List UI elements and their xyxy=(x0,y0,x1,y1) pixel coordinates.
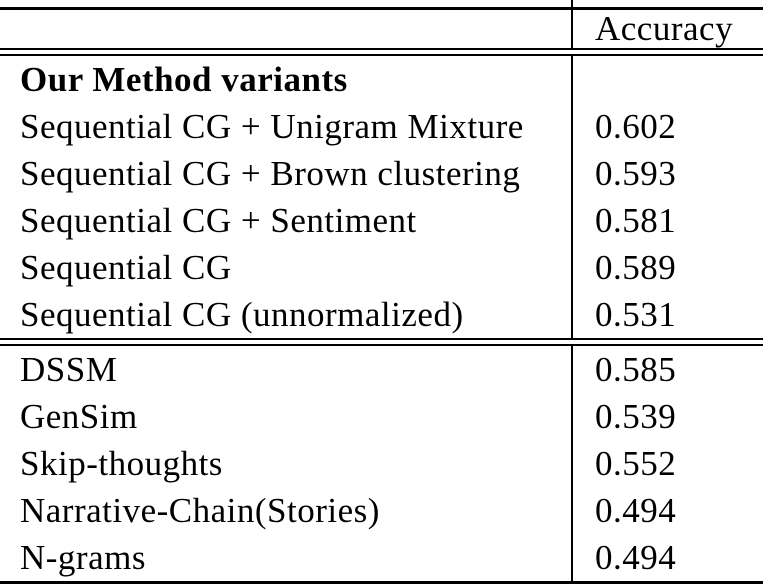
row-label: Sequential CG + Brown clustering xyxy=(20,153,521,193)
row-label: Sequential CG + Sentiment xyxy=(20,200,417,240)
row-label: N-grams xyxy=(20,537,146,577)
row-value: 0.581 xyxy=(571,197,763,244)
row-value: 0.585 xyxy=(571,346,763,393)
table-row: Sequential CG + Sentiment 0.581 xyxy=(0,197,763,244)
double-rule-below-header xyxy=(0,48,763,56)
top-rule xyxy=(0,7,763,10)
table-row: Sequential CG + Unigram Mixture 0.602 xyxy=(0,103,763,150)
row-label: Sequential CG (unnormalized) xyxy=(20,294,464,334)
row-value: 0.552 xyxy=(571,440,763,487)
row-value: 0.531 xyxy=(571,291,763,338)
table-row: N-grams 0.494 xyxy=(0,534,763,581)
row-value: 0.494 xyxy=(571,487,763,534)
double-rule-between-sections xyxy=(0,338,763,346)
table-row: Sequential CG 0.589 xyxy=(0,244,763,291)
table-row: Sequential CG + Brown clustering 0.593 xyxy=(0,150,763,197)
table-row: DSSM 0.585 xyxy=(0,346,763,393)
top-spacer xyxy=(0,0,763,7)
table-header-row: Accuracy xyxy=(0,9,763,48)
section-title-empty-value xyxy=(571,56,763,103)
row-value: 0.602 xyxy=(571,103,763,150)
row-value: 0.539 xyxy=(571,393,763,440)
column-divider xyxy=(571,0,763,7)
row-label: Narrative-Chain(Stories) xyxy=(20,490,380,530)
row-label: Sequential CG + Unigram Mixture xyxy=(20,106,524,146)
bottom-rule xyxy=(0,581,763,584)
table-row: Sequential CG (unnormalized) 0.531 xyxy=(0,291,763,338)
row-value: 0.593 xyxy=(571,150,763,197)
row-label: GenSim xyxy=(20,396,138,436)
section-title: Our Method variants xyxy=(20,59,348,99)
row-label: Sequential CG xyxy=(20,247,232,287)
row-value: 0.589 xyxy=(571,244,763,291)
row-value: 0.494 xyxy=(571,534,763,581)
section-header-row: Our Method variants xyxy=(0,56,763,103)
table-row: Narrative-Chain(Stories) 0.494 xyxy=(0,487,763,534)
table-row: Skip-thoughts 0.552 xyxy=(0,440,763,487)
row-label: Skip-thoughts xyxy=(20,443,223,483)
column-header-accuracy: Accuracy xyxy=(571,9,763,48)
row-label: DSSM xyxy=(20,349,118,389)
table-row: GenSim 0.539 xyxy=(0,393,763,440)
